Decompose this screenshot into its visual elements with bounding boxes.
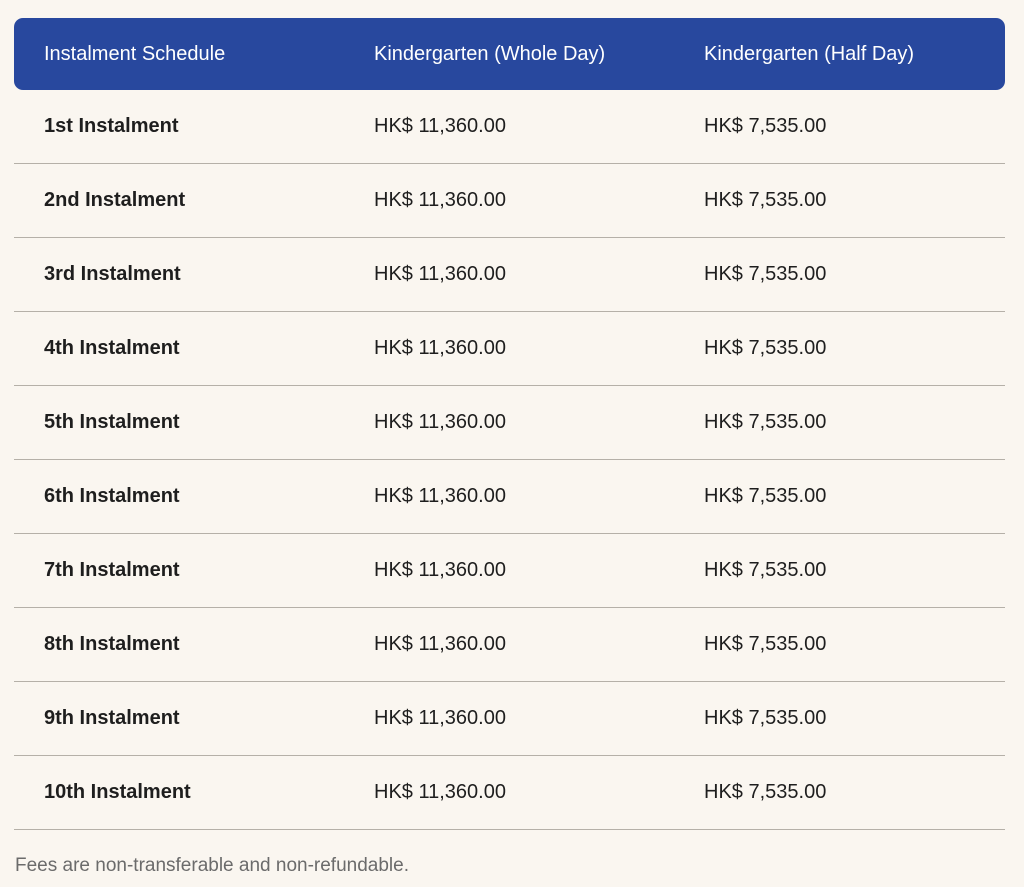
header-schedule: Instalment Schedule — [44, 42, 226, 65]
schedule-cell: 6th Instalment — [44, 485, 180, 507]
instalment-fee-table: Instalment Schedule Kindergarten (Whole … — [14, 18, 1005, 830]
table-row: 3rd Instalment HK$ 11,360.00 HK$ 7,535.00 — [14, 238, 1005, 312]
schedule-cell: 9th Instalment — [44, 707, 180, 729]
whole-day-cell: HK$ 11,360.00 — [374, 189, 506, 211]
schedule-cell: 4th Instalment — [44, 337, 180, 359]
whole-day-cell: HK$ 11,360.00 — [374, 115, 506, 137]
whole-day-cell: HK$ 11,360.00 — [374, 411, 506, 433]
schedule-cell: 1st Instalment — [44, 115, 179, 137]
table-row: 9th Instalment HK$ 11,360.00 HK$ 7,535.00 — [14, 682, 1005, 756]
half-day-cell: HK$ 7,535.00 — [704, 485, 827, 507]
schedule-cell: 3rd Instalment — [44, 263, 181, 285]
half-day-cell: HK$ 7,535.00 — [704, 115, 827, 137]
table-row: 7th Instalment HK$ 11,360.00 HK$ 7,535.00 — [14, 534, 1005, 608]
whole-day-cell: HK$ 11,360.00 — [374, 781, 506, 803]
half-day-cell: HK$ 7,535.00 — [704, 263, 827, 285]
header-half-day: Kindergarten (Half Day) — [704, 42, 915, 65]
fees-note: Fees are non-transferable and non-refund… — [15, 855, 409, 876]
half-day-cell: HK$ 7,535.00 — [704, 781, 827, 803]
schedule-cell: 5th Instalment — [44, 411, 180, 433]
schedule-cell: 2nd Instalment — [44, 189, 186, 211]
header-whole-day: Kindergarten (Whole Day) — [374, 42, 606, 65]
table-row: 6th Instalment HK$ 11,360.00 HK$ 7,535.00 — [14, 460, 1005, 534]
table-row: 2nd Instalment HK$ 11,360.00 HK$ 7,535.00 — [14, 164, 1005, 238]
half-day-cell: HK$ 7,535.00 — [704, 633, 827, 655]
whole-day-cell: HK$ 11,360.00 — [374, 707, 506, 729]
whole-day-cell: HK$ 11,360.00 — [374, 559, 506, 581]
table-header: Instalment Schedule Kindergarten (Whole … — [14, 18, 1005, 90]
table-row: 5th Instalment HK$ 11,360.00 HK$ 7,535.00 — [14, 386, 1005, 460]
schedule-cell: 7th Instalment — [44, 559, 180, 581]
half-day-cell: HK$ 7,535.00 — [704, 189, 827, 211]
table-row: 1st Instalment HK$ 11,360.00 HK$ 7,535.00 — [14, 90, 1005, 164]
schedule-cell: 10th Instalment — [44, 781, 191, 803]
half-day-cell: HK$ 7,535.00 — [704, 411, 827, 433]
table-row: 10th Instalment HK$ 11,360.00 HK$ 7,535.00 — [14, 756, 1005, 830]
half-day-cell: HK$ 7,535.00 — [704, 559, 827, 581]
whole-day-cell: HK$ 11,360.00 — [374, 263, 506, 285]
schedule-cell: 8th Instalment — [44, 633, 180, 655]
whole-day-cell: HK$ 11,360.00 — [374, 337, 506, 359]
half-day-cell: HK$ 7,535.00 — [704, 337, 827, 359]
half-day-cell: HK$ 7,535.00 — [704, 707, 827, 729]
table-row: 4th Instalment HK$ 11,360.00 HK$ 7,535.00 — [14, 312, 1005, 386]
whole-day-cell: HK$ 11,360.00 — [374, 485, 506, 507]
whole-day-cell: HK$ 11,360.00 — [374, 633, 506, 655]
table-row: 8th Instalment HK$ 11,360.00 HK$ 7,535.00 — [14, 608, 1005, 682]
